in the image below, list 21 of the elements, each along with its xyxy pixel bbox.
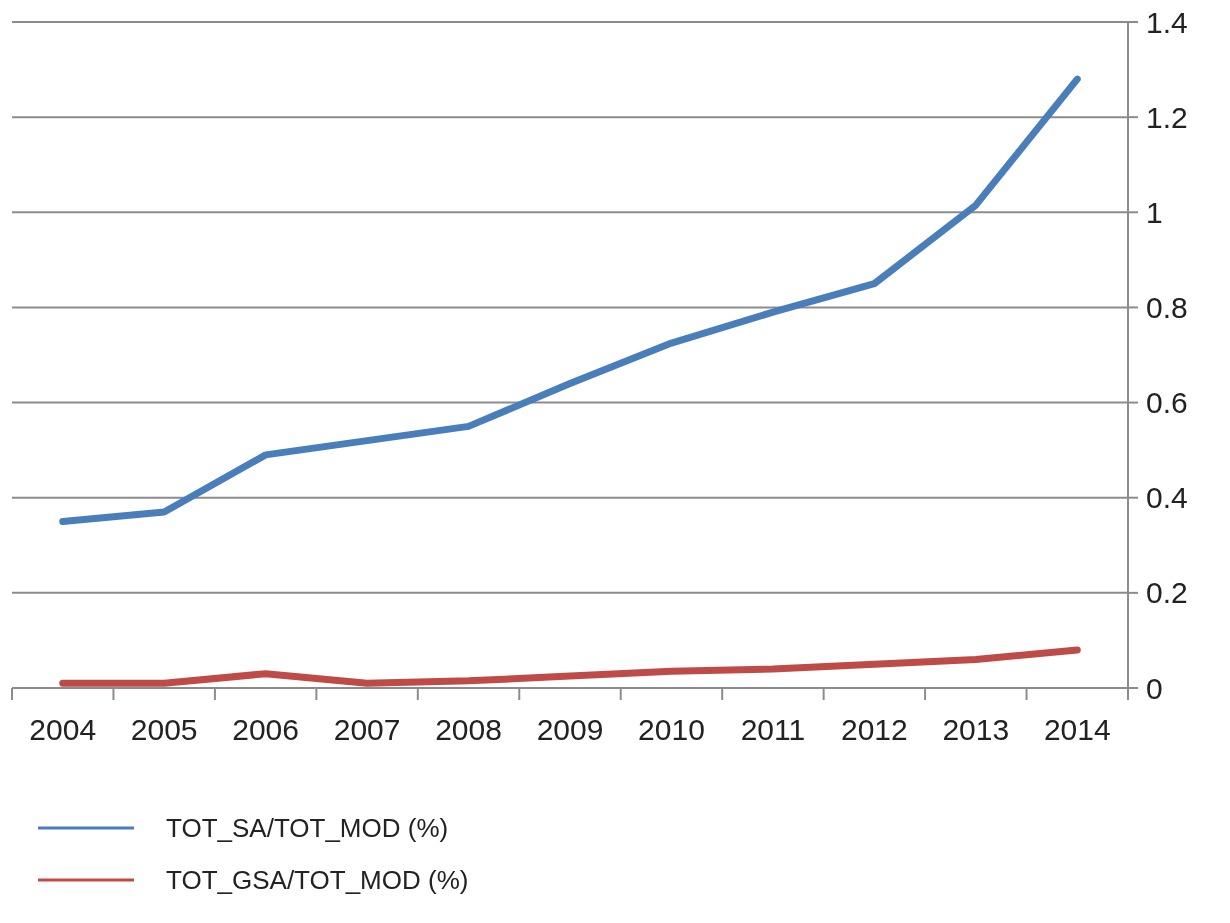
x-tick-label: 2004: [29, 713, 97, 746]
x-tick-label: 2013: [942, 713, 1010, 746]
y-tick-label: 1.2: [1146, 100, 1188, 134]
x-tick-label: 2005: [130, 713, 198, 746]
x-tick-label: 2009: [536, 713, 604, 746]
y-tick-label: 0.4: [1146, 481, 1188, 515]
x-tick-label: 2011: [740, 713, 806, 746]
legend-label: TOT_GSA/TOT_MOD (%): [166, 865, 469, 896]
y-tick-label: 0: [1146, 671, 1163, 705]
y-tick-label: 1.4: [1146, 5, 1188, 39]
x-tick-label: 2008: [435, 713, 502, 746]
y-tick-label: 1: [1146, 195, 1163, 229]
y-tick-label: 0.6: [1146, 386, 1188, 420]
legend-label: TOT_SA/TOT_MOD (%): [166, 813, 449, 844]
x-tick-label: 2012: [840, 713, 908, 746]
y-tick-label: 0.2: [1146, 576, 1188, 610]
x-tick-label: 2006: [232, 713, 300, 746]
x-tick-label: 2007: [333, 713, 401, 746]
x-tick-label: 2014: [1043, 713, 1111, 746]
x-tick-label: 2010: [638, 713, 705, 746]
y-tick-label: 0.8: [1146, 290, 1188, 324]
